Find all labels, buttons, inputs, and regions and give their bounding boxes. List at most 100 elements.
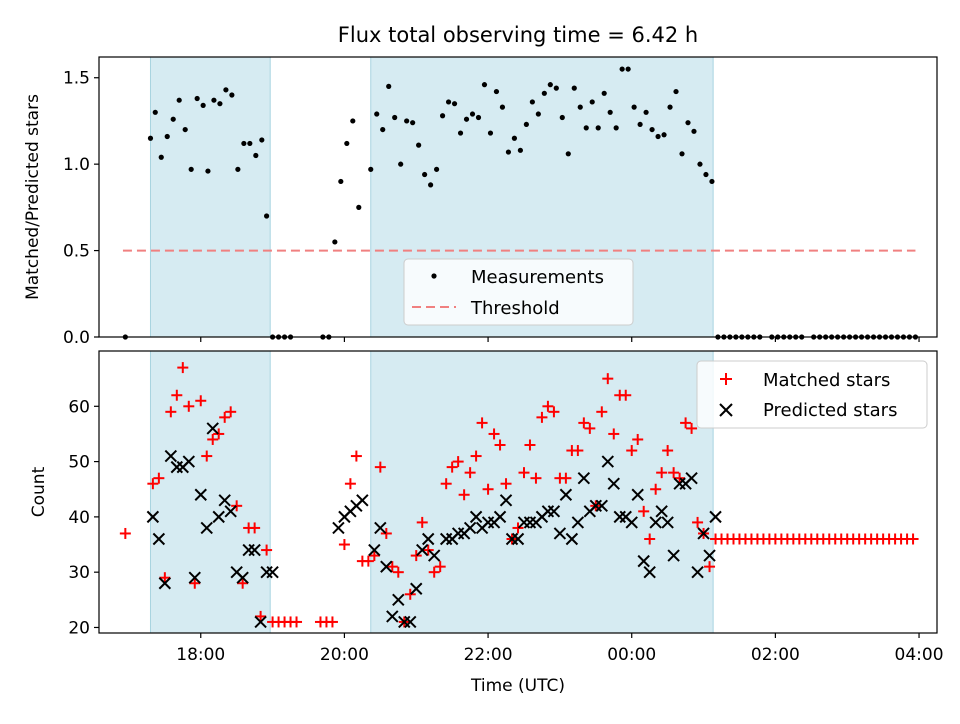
measurement-point [368,166,374,172]
top-y-tick-label: 1.5 [63,69,90,89]
bottom-x-tick-label: 20:00 [320,645,369,665]
legend-matched-marker [720,373,732,385]
measurement-point [529,99,535,105]
predicted-star-point [691,565,704,579]
bottom-axes-frame [98,350,938,634]
predicted-star-point [200,521,213,535]
measurement-point [517,147,523,153]
measurement-point [253,152,259,159]
matched-star-point [668,467,680,479]
predicted-star-point [164,449,178,463]
measurement-point [685,120,691,126]
matched-star-point [530,472,542,484]
measurement-point [416,142,422,148]
measurement-point [439,113,446,119]
matched-star-point [596,406,608,418]
bottom-legend-box [696,360,928,429]
predicted-star-point [469,510,483,524]
predicted-star-point [152,532,166,546]
measurement-point [637,121,643,128]
bottom-x-tick-label: 04:00 [895,645,944,665]
predicted-star-point [380,560,393,573]
measurement-point [350,118,356,124]
matched-star-point [662,445,674,457]
predicted-star-point [386,610,399,623]
matched-star-point [416,516,428,528]
measurement-point [182,126,188,133]
matched-star-point [578,417,590,429]
matched-star-point [201,450,213,462]
matched-star-point [153,472,165,484]
matched-star-point [440,478,452,490]
measurement-point [398,161,404,167]
measurement-point [625,66,631,72]
predicted-star-point [499,494,513,507]
matched-star-point [656,467,668,479]
matched-star-point [500,478,512,490]
predicted-star-point [607,477,620,490]
predicted-star-point [649,516,662,529]
predicted-star-point [266,565,279,579]
matched-star-point [165,406,177,418]
matched-star-point [368,550,380,562]
matched-star-point [704,561,716,573]
bottom-shaded-interval [149,350,271,634]
measurement-point [673,88,679,95]
matched-star-point [464,467,476,479]
matched-star-point [428,566,440,578]
bottom-y-tick-label: 20 [68,618,90,638]
predicted-star-point [248,543,261,557]
measurement-point [200,102,206,108]
bottom-y-tick-label: 60 [68,397,90,417]
measurement-point [499,104,506,110]
top-panel: 0.0 0.5 1.0 1.5 Matched/Predicted stars Mea… [23,56,938,348]
matched-star-point [470,450,482,462]
matched-star-point [207,433,219,445]
predicted-star-point [595,499,609,513]
predicted-star-point [685,471,698,485]
bottom-x-tick-label: 02:00 [751,645,800,665]
predicted-star-point [236,571,249,584]
measurement-point [583,125,589,131]
matched-star-point [255,610,267,622]
matched-star-point [638,505,650,517]
measurement-point [571,85,577,91]
bottom-legend: Matched stars Predicted stars [696,360,928,429]
matched-star-point [482,483,494,495]
predicted-star-point [493,510,507,524]
bottom-x-axis: 18:00 20:00 22:00 00:00 02:00 04:00 [176,633,944,665]
matched-star-point [183,400,195,412]
measurement-point [505,149,512,155]
matched-star-point [620,389,632,401]
predicted-star-point [553,527,567,540]
matched-star-point [410,550,422,562]
measurement-point [188,166,194,172]
predicted-stars-series [146,422,722,629]
measurement-point [410,120,416,126]
matched-star-point [644,533,656,545]
measurement-point [655,133,661,140]
top-shaded-interval [149,56,271,338]
matched-star-point [548,406,560,418]
matched-star-point [524,439,536,451]
measurement-point [152,109,158,115]
matched-star-point [213,428,225,440]
matched-star-point [237,577,249,589]
measurement-point [374,111,380,117]
measurement-point [176,97,182,103]
matched-star-point [626,445,638,457]
measurement-point [559,114,565,121]
predicted-star-point [703,549,716,562]
measurement-point [487,130,494,136]
measurement-point [679,151,685,157]
predicted-star-point [374,521,387,535]
predicted-star-point [332,521,345,535]
top-y-tick-label: 1.0 [63,155,90,175]
matched-star-point [171,389,183,401]
matched-star-point [452,456,464,468]
measurement-point [433,166,440,172]
matched-star-point [650,483,662,495]
predicted-star-point [709,510,722,524]
predicted-star-point [571,516,585,529]
